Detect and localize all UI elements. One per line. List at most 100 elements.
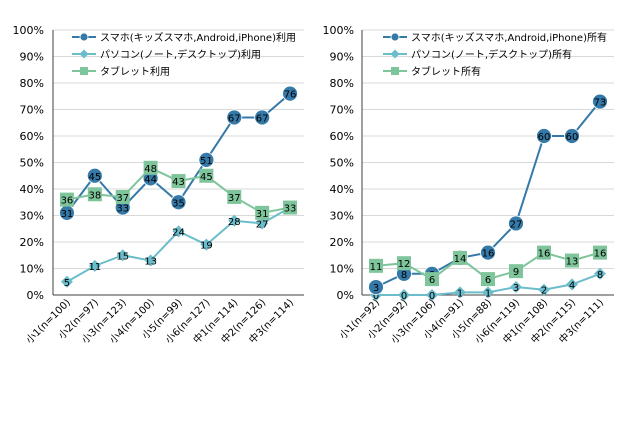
data-label-tablet: 9 xyxy=(513,267,519,278)
legend-marker-smartphone xyxy=(390,32,400,42)
data-label-tablet: 38 xyxy=(88,190,101,201)
data-point-tablet xyxy=(565,253,579,268)
legend-label: タブレット所有 xyxy=(411,65,481,78)
data-label-smartphone: 44 xyxy=(144,174,157,185)
y-tick-label: 80% xyxy=(20,77,44,90)
legend-marker-smartphone xyxy=(79,32,89,42)
legend-label: パソコン(ノート,デスクトップ)所有 xyxy=(411,48,572,61)
y-tick-label: 70% xyxy=(330,104,354,117)
data-label-smartphone: 60 xyxy=(566,132,579,143)
data-point-smartphone xyxy=(282,85,298,102)
data-label-pc: 19 xyxy=(200,241,213,252)
legend-marker-tablet xyxy=(80,67,88,75)
y-tick-label: 10% xyxy=(330,263,354,276)
y-tick-label: 90% xyxy=(20,51,44,64)
data-label-tablet: 16 xyxy=(538,249,551,260)
data-point-pc xyxy=(200,238,213,251)
data-point-pc xyxy=(510,281,522,294)
y-tick-label: 50% xyxy=(20,157,44,170)
data-point-smartphone xyxy=(254,109,271,126)
data-label-tablet: 31 xyxy=(256,209,269,220)
data-point-tablet xyxy=(227,189,242,204)
legend-marker-pc xyxy=(390,49,400,59)
data-label-tablet: 12 xyxy=(398,259,411,270)
y-tick-label: 80% xyxy=(330,77,354,90)
data-label-smartphone: 27 xyxy=(510,219,523,230)
data-label-smartphone: 60 xyxy=(538,132,551,143)
data-point-smartphone xyxy=(86,167,103,184)
data-point-tablet xyxy=(537,245,551,260)
y-tick-label: 50% xyxy=(330,157,354,170)
y-tick-label: 60% xyxy=(330,130,354,143)
y-tick-label: 90% xyxy=(330,51,354,64)
data-label-pc: 11 xyxy=(88,262,101,273)
data-point-smartphone xyxy=(198,151,215,168)
data-label-smartphone: 8 xyxy=(401,270,407,281)
data-label-smartphone: 33 xyxy=(116,204,129,215)
data-label-pc: 13 xyxy=(144,257,157,268)
data-label-tablet: 43 xyxy=(172,177,185,188)
data-label-smartphone: 76 xyxy=(284,90,297,101)
data-label-pc: 28 xyxy=(228,217,241,228)
legend-label: パソコン(ノート,デスクトップ)利用 xyxy=(100,48,261,61)
data-point-tablet xyxy=(255,205,270,220)
data-point-pc xyxy=(144,254,157,267)
data-label-pc: 15 xyxy=(116,251,129,262)
data-point-tablet xyxy=(115,189,130,204)
data-point-pc xyxy=(256,217,269,230)
data-point-tablet xyxy=(453,250,467,265)
data-label-smartphone: 16 xyxy=(482,249,495,260)
data-label-smartphone: 67 xyxy=(256,113,269,124)
data-point-smartphone xyxy=(368,279,384,295)
data-point-tablet xyxy=(143,160,158,175)
data-label-smartphone: 67 xyxy=(228,113,241,124)
data-point-tablet xyxy=(199,168,214,183)
data-point-tablet xyxy=(369,258,383,273)
data-label-tablet: 45 xyxy=(200,172,213,183)
data-label-tablet: 6 xyxy=(429,275,435,286)
data-point-tablet xyxy=(87,187,102,202)
data-label-smartphone: 45 xyxy=(88,172,101,183)
y-tick-label: 10% xyxy=(20,263,44,276)
legend-marker-tablet xyxy=(391,67,399,75)
data-label-tablet: 37 xyxy=(116,193,129,204)
data-label-pc: 24 xyxy=(172,227,185,238)
data-label-pc: 4 xyxy=(569,280,575,291)
data-point-pc xyxy=(398,289,410,301)
y-tick-label: 0% xyxy=(27,289,44,302)
data-label-tablet: 14 xyxy=(454,254,467,265)
data-point-smartphone xyxy=(508,215,524,232)
data-point-smartphone xyxy=(536,128,552,144)
data-label-tablet: 36 xyxy=(61,196,74,207)
legend-label: スマホ(キッズスマホ,Android,iPhone)所有 xyxy=(411,31,607,44)
data-label-pc: 3 xyxy=(513,283,519,294)
data-point-pc xyxy=(566,278,578,291)
data-point-tablet xyxy=(283,200,298,215)
data-point-smartphone xyxy=(226,109,243,126)
data-label-pc: 2 xyxy=(541,286,547,297)
data-point-tablet xyxy=(171,174,186,189)
data-label-pc: 5 xyxy=(64,278,70,289)
y-tick-label: 60% xyxy=(20,130,44,143)
data-point-pc xyxy=(426,289,438,301)
data-point-pc xyxy=(172,225,185,238)
chart-usage: 0%10%20%30%40%50%60%70%80%90%100%小1(n=10… xyxy=(13,24,304,346)
data-label-pc: 0 xyxy=(373,291,379,302)
data-label-tablet: 11 xyxy=(370,262,383,273)
data-point-pc xyxy=(594,267,606,280)
y-tick-label: 100% xyxy=(323,24,354,37)
data-point-pc xyxy=(454,286,466,299)
y-tick-label: 70% xyxy=(20,104,44,117)
data-point-tablet xyxy=(509,264,523,279)
y-tick-label: 40% xyxy=(330,183,354,196)
y-tick-label: 20% xyxy=(20,236,44,249)
data-label-smartphone: 31 xyxy=(61,209,74,220)
chart-ownership: 0%10%20%30%40%50%60%70%80%90%100%小1(n=92… xyxy=(323,24,614,346)
data-label-pc: 0 xyxy=(429,291,435,302)
data-label-tablet: 48 xyxy=(144,164,157,175)
data-label-tablet: 37 xyxy=(228,193,241,204)
data-point-smartphone xyxy=(480,244,496,261)
data-point-smartphone xyxy=(170,194,187,211)
data-label-smartphone: 73 xyxy=(594,98,607,109)
legend-marker-pc xyxy=(79,49,89,59)
